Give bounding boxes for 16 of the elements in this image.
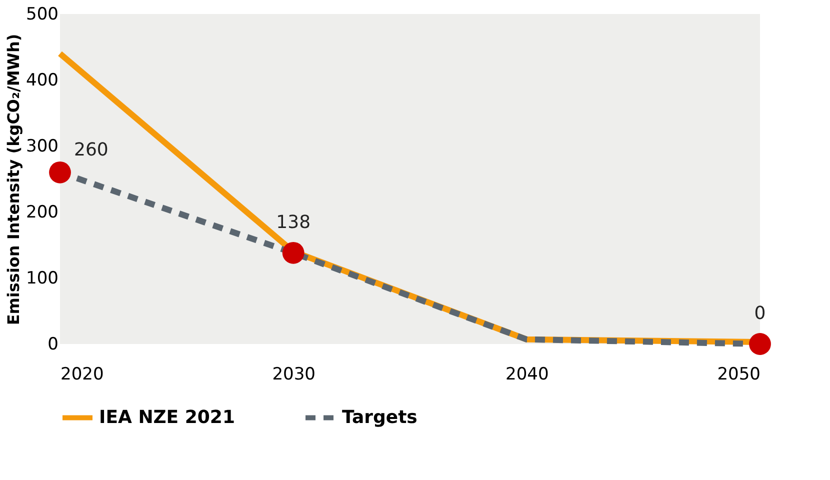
y-axis-title: Emission Intensity (kgCO₂/MWh) [4, 34, 24, 326]
x-tick-label: 2030 [272, 364, 316, 384]
y-tick-label: 400 [26, 70, 58, 90]
legend-label: Targets [342, 406, 418, 428]
data-label: 260 [74, 139, 108, 160]
data-label: 138 [276, 212, 311, 233]
y-tick-label: 200 [26, 202, 58, 222]
x-tick-label: 2040 [506, 364, 549, 384]
x-tick-label: 2020 [60, 364, 104, 384]
y-tick-label: 0 [48, 334, 58, 354]
x-tick-label: 2050 [717, 364, 760, 384]
y-tick-label: 300 [26, 136, 58, 156]
y-tick-label: 500 [26, 4, 58, 24]
legend-label: IEA NZE 2021 [99, 406, 235, 428]
data-label: 0 [754, 303, 766, 324]
y-tick-label: 100 [26, 268, 58, 288]
